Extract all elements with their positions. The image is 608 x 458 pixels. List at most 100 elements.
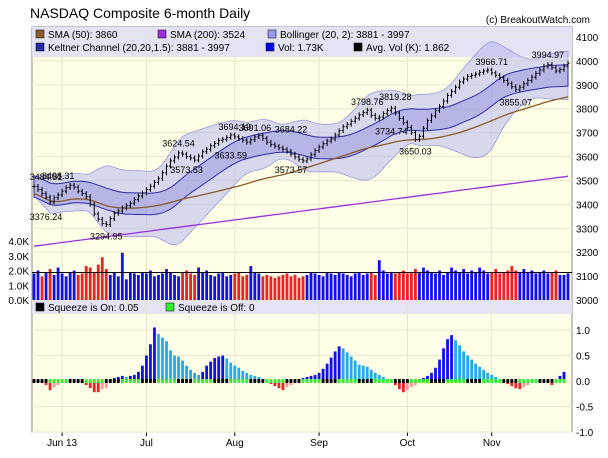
squeeze-dot [418,379,421,383]
volume-bar [514,270,518,300]
squeeze-dot [393,379,397,383]
momentum-bar [104,381,108,389]
volume-bar [462,269,466,300]
squeeze-dot [397,379,401,383]
momentum-bar [446,339,449,381]
squeeze-dot [450,379,453,383]
price-tick-label: 4000 [576,57,599,68]
sma-200-line [33,175,569,247]
squeeze-dot [365,379,369,383]
momentum-bar [189,369,192,381]
squeeze-dot [401,379,405,383]
squeeze-dot [498,379,502,383]
momentum-bar [197,374,201,381]
squeeze-dot [470,379,474,383]
volume-bar [474,271,478,300]
price-annotation: 3994.97 [532,50,565,60]
momentum-bar [233,365,237,381]
momentum-bar [285,381,289,388]
volume-bar [136,274,140,300]
squeeze-dot [538,379,542,383]
squeeze-dot [68,379,72,383]
price-annotation: 3966.71 [475,57,508,67]
momentum-bar [361,365,365,381]
momentum-bar [349,356,353,381]
axis-labels: 4100 4000 3900 3800 3700 3600 3500 3400 3300 3200… [8,33,598,449]
momentum-bar [430,372,433,381]
momentum-bar [450,335,453,381]
volume-bar [181,271,184,300]
squeeze-dot [385,379,389,383]
squeeze-dot [221,379,225,383]
momentum-bar [245,372,249,381]
volume-bar [128,271,132,300]
price-annotation: 3855.07 [500,98,533,108]
momentum-bar [442,348,445,381]
momentum-bar [249,374,253,381]
momentum-bar [397,381,401,390]
price-annotation: 3798.76 [351,97,384,107]
squeeze-dot [301,379,305,383]
squeeze-dot [100,379,104,383]
momentum-bar [253,375,257,381]
volume-bar [438,270,441,300]
squeeze-dot [550,379,554,383]
momentum-bar [426,375,429,381]
price-tick-label: 3600 [576,153,599,164]
volume-bar [233,273,237,300]
squeeze-legend-swatch [165,302,175,312]
squeeze-dot [104,379,108,383]
volume-bar [201,271,205,300]
squeeze-tick-label: -0.5 [576,403,594,414]
volume-tick-label: 2.0K [8,267,29,278]
volume-bar [281,274,285,300]
volume-bar [393,273,397,300]
x-tick-label: Aug [226,438,244,449]
momentum-bar [474,363,478,381]
volume-bar [261,276,265,300]
volume-bar [430,271,433,300]
squeeze-dot [337,379,341,383]
squeeze-dot [173,379,176,383]
volume-bar [381,270,385,300]
squeeze-legend-label: Squeeze is Off: 0 [178,303,255,314]
squeeze-dot [490,379,494,383]
momentum-bar [149,344,152,381]
squeeze-dot [510,379,514,383]
price-tick-label: 3900 [576,81,599,92]
volume-bar [558,274,562,300]
volume-bar [72,270,76,300]
squeeze-dot [438,379,441,383]
volume-bar [157,274,160,300]
squeeze-bars [32,327,566,393]
volume-bar [534,273,538,300]
volume-bar [510,266,514,300]
price-tick-label: 3400 [576,200,599,211]
volume-tick-label: 0.0K [8,296,29,307]
price-annotation: 3650.03 [399,147,432,157]
volume-bar [406,273,409,300]
legend-swatch [157,29,167,39]
momentum-bar [209,361,213,381]
squeeze-dot [530,379,534,383]
legend-swatch [267,29,277,39]
momentum-bar [221,355,225,381]
copyright-text: (c) BreakoutWatch.com [485,15,590,26]
squeeze-dot [193,379,196,383]
legend-swatch [35,42,45,52]
momentum-bar [410,381,413,388]
volume-bar [124,279,128,300]
momentum-bar [124,376,128,381]
volume-bar [269,276,273,300]
momentum-bar [329,357,333,381]
squeeze-dot [213,379,217,383]
squeeze-dot [245,379,249,383]
momentum-bar [373,372,377,381]
momentum-bar [185,365,188,381]
volume-bar [498,273,502,300]
momentum-bar [213,358,217,381]
volume-bar [217,273,221,300]
squeeze-dot [36,379,40,383]
volume-bar [169,271,172,300]
squeeze-dot [458,379,461,383]
